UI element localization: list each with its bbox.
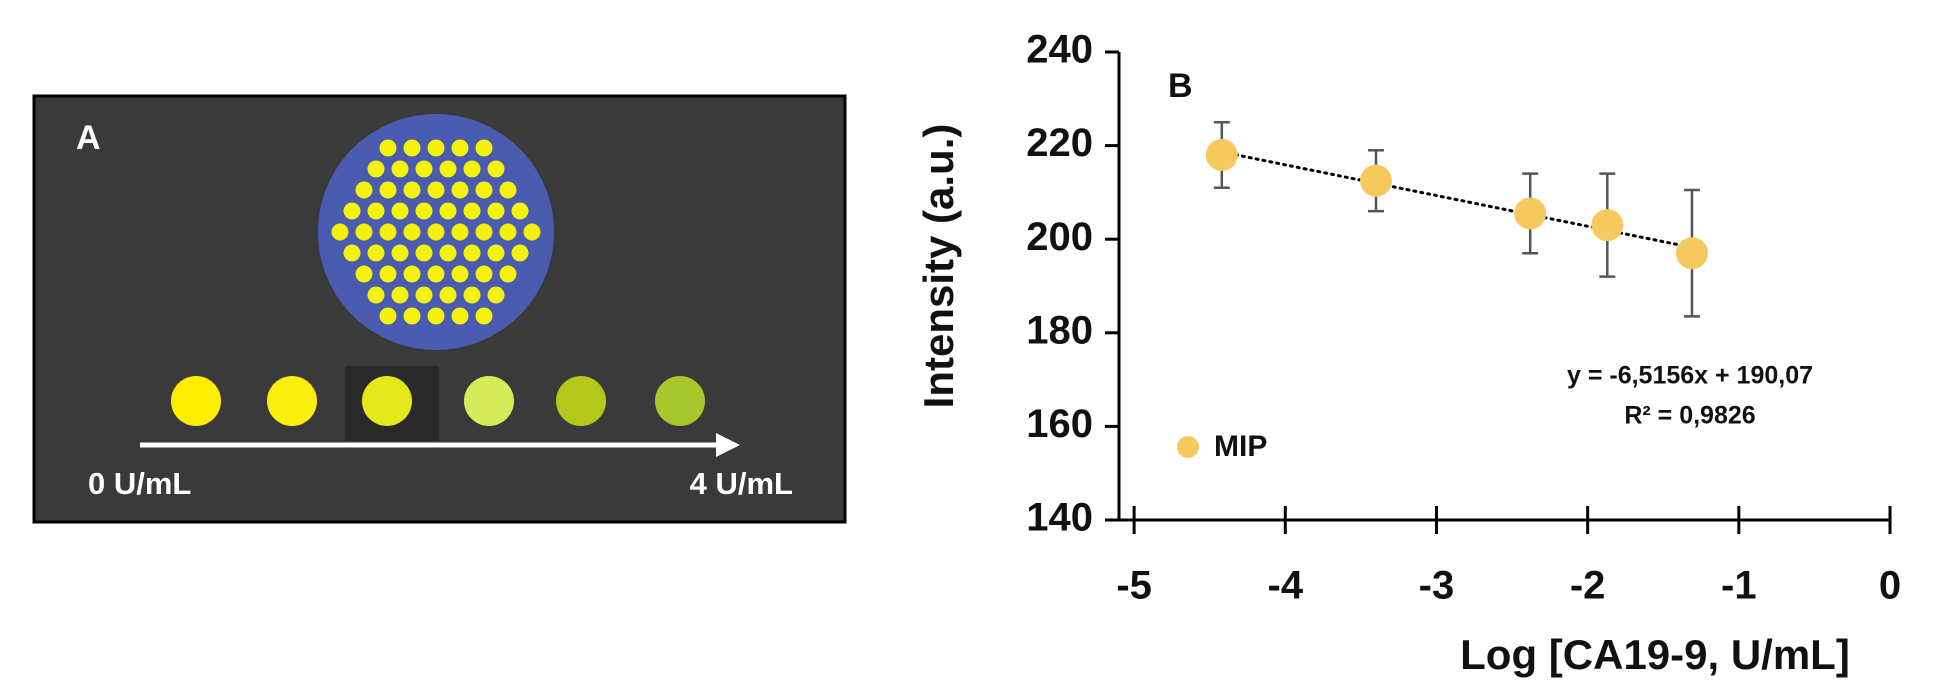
sensor-dot [500, 266, 517, 283]
data-point [1676, 237, 1708, 269]
y-tick-label: 200 [1026, 215, 1093, 259]
sensor-dot [488, 161, 505, 178]
sensor-dot [404, 308, 421, 325]
sensor-dot [404, 182, 421, 199]
x-axis-title: Log [CA19-9, U/mL] [1460, 631, 1850, 678]
sensor-dot [476, 266, 493, 283]
sensor-dot [500, 182, 517, 199]
y-tick-label: 240 [1026, 28, 1093, 72]
sensor-dot [404, 266, 421, 283]
sensor-dot [488, 245, 505, 262]
figure: A 0 U/mL 4 U/mL 140 160 180 200 220 240 -5 -4 -3… [0, 0, 1945, 682]
sensor-dot [380, 224, 397, 241]
y-axis-title: Intensity (a.u.) [915, 124, 962, 409]
sensor-dot [464, 245, 481, 262]
sensor-dot [440, 161, 457, 178]
equation: y = -6,5156x + 190,07 [1567, 362, 1813, 390]
sample-spot [171, 376, 221, 426]
sample-spot [655, 376, 705, 426]
data-point [1591, 209, 1623, 241]
sensor-dot [464, 161, 481, 178]
sensor-dot [368, 287, 385, 304]
sensor-dot [416, 287, 433, 304]
sensor-dot [512, 203, 529, 220]
sensor-dot [380, 308, 397, 325]
x-tick-label: -3 [1419, 564, 1455, 608]
sensor-dot [368, 161, 385, 178]
sensor-dot [380, 140, 397, 157]
data-point [1206, 139, 1238, 171]
sensor-dot [452, 266, 469, 283]
sample-spot [267, 376, 317, 426]
sensor-dot [416, 203, 433, 220]
sensor-dot [404, 224, 421, 241]
sensor-dot [464, 287, 481, 304]
sensor-dot [428, 308, 445, 325]
sensor-dot [428, 182, 445, 199]
sample-spot [556, 376, 606, 426]
sensor-dot [368, 203, 385, 220]
sensor-dot [428, 140, 445, 157]
legend-label: MIP [1214, 430, 1267, 463]
sensor-dot [440, 245, 457, 262]
sensor-dot [440, 287, 457, 304]
sensor-dot [500, 224, 517, 241]
sensor-dot [416, 161, 433, 178]
sensor-dot [416, 245, 433, 262]
sensor-dot [356, 266, 373, 283]
sample-spot [464, 376, 514, 426]
y-tick-label: 220 [1026, 121, 1093, 165]
y-tick-label: 140 [1026, 496, 1093, 540]
sensor-dot [512, 245, 529, 262]
y-tick-label: 160 [1026, 402, 1093, 446]
y-tick-label: 180 [1026, 308, 1093, 352]
sensor-dot [392, 245, 409, 262]
sensor-dot [392, 161, 409, 178]
sensor-dot [332, 224, 349, 241]
data-point [1360, 165, 1392, 197]
sensor-dot [344, 203, 361, 220]
photo-panel: A 0 U/mL 4 U/mL [34, 96, 845, 522]
x-tick-label: -1 [1721, 564, 1757, 608]
sensor-dot [452, 308, 469, 325]
x-tick-label: -5 [1116, 564, 1152, 608]
trendline [1222, 152, 1692, 248]
sensor-dot [368, 245, 385, 262]
data-point [1514, 197, 1546, 229]
sensor-dot [452, 182, 469, 199]
chart: 140 160 180 200 220 240 -5 -4 -3 -2 -1 0 Log [CA19-9… [915, 28, 1901, 679]
sensor-dot [428, 224, 445, 241]
sensor-dot [476, 308, 493, 325]
end-label: 4 U/mL [690, 466, 793, 501]
sensor-dot [428, 266, 445, 283]
legend-marker [1177, 436, 1199, 458]
sensor-dot [476, 182, 493, 199]
sensor-dot [356, 182, 373, 199]
start-label: 0 U/mL [88, 466, 191, 501]
sensor-dot [380, 266, 397, 283]
sensor-dot [344, 245, 361, 262]
sensor-dot [392, 287, 409, 304]
sensor-dot [392, 203, 409, 220]
sensor-dot [404, 140, 421, 157]
sensor-dot [440, 203, 457, 220]
sensor-dot [380, 182, 397, 199]
sensor-dot [452, 224, 469, 241]
x-tick-label: -2 [1570, 564, 1606, 608]
sensor-dot [452, 140, 469, 157]
sensor-dot [464, 203, 481, 220]
equation: R² = 0,9826 [1624, 402, 1755, 430]
sensor-dot [476, 224, 493, 241]
x-tick-label: -4 [1268, 564, 1304, 608]
sensor-dot [356, 224, 373, 241]
sensor-dot [488, 203, 505, 220]
sensor-dot [476, 140, 493, 157]
panel-label: B [1168, 67, 1193, 105]
sample-spot [362, 376, 412, 426]
panel-label: A [76, 119, 101, 157]
x-tick-label: 0 [1879, 564, 1901, 608]
sensor-dot [488, 287, 505, 304]
sensor-dot [524, 224, 541, 241]
